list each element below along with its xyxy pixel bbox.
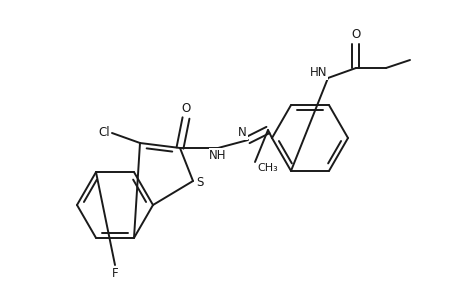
Text: F: F [112,267,118,280]
Text: NH: NH [209,149,226,162]
Text: CH₃: CH₃ [257,163,277,173]
Text: N: N [238,126,246,139]
Text: Cl: Cl [98,127,110,140]
Text: O: O [351,28,360,41]
Text: O: O [181,102,190,115]
Text: HN: HN [309,66,326,79]
Text: S: S [196,176,203,190]
